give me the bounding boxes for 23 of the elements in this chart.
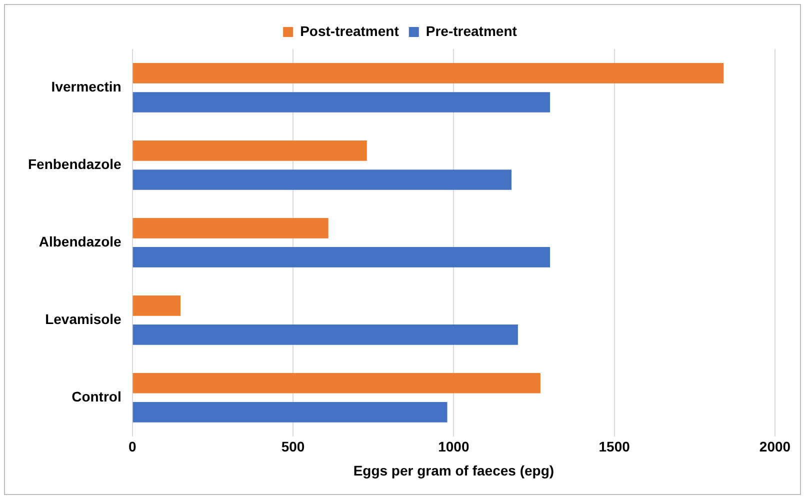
bar (132, 92, 550, 112)
x-tick-label: 0 (128, 438, 136, 455)
bar (132, 247, 550, 268)
y-tick-label: Fenbendazole (28, 156, 122, 172)
x-axis-title: Eggs per gram of faeces (epg) (353, 462, 554, 478)
y-tick-label: Control (72, 388, 122, 405)
x-tick-label: 2000 (759, 438, 791, 455)
x-tick-label: 1500 (598, 438, 630, 455)
bar (132, 402, 448, 422)
bar (132, 324, 518, 345)
bar (132, 295, 181, 316)
y-tick-label: Ivermectin (51, 78, 122, 95)
bar (132, 170, 512, 190)
x-tick-label: 1000 (438, 438, 470, 455)
bar (132, 140, 367, 161)
y-tick-label: Levamisole (45, 311, 122, 328)
bar (132, 372, 540, 394)
x-tick-label: 500 (281, 438, 305, 455)
bar (132, 63, 724, 84)
legend-label: Pre-treatment (426, 22, 518, 39)
y-tick-label: Albendazole (38, 234, 122, 250)
bar (132, 218, 328, 238)
legend-label: Post-treatment (300, 22, 400, 39)
